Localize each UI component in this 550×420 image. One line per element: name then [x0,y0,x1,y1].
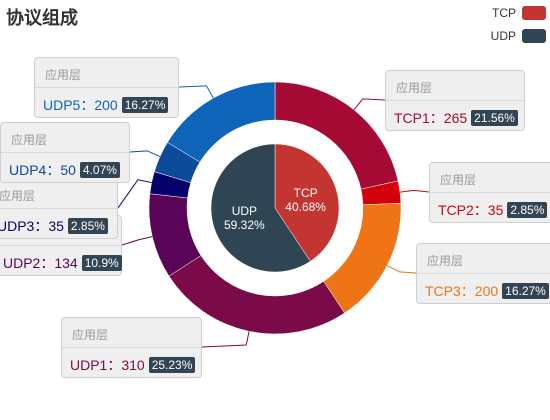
inner-slice-percent-tcp: 40.68% [285,200,326,214]
label-box-udp5: 应用层 UDP5：200 16.27% [34,57,179,118]
legend-item-udp[interactable]: UDP [491,29,546,43]
label-name-value: UDP4：50 [9,162,76,178]
label-divider [417,273,550,274]
label-divider [35,87,178,88]
label-name-value: UDP2：134 [3,255,78,271]
label-divider [1,152,129,153]
legend-item-tcp[interactable]: TCP [492,6,546,20]
label-row: UDP1：310 25.23% [70,355,196,375]
label-percent: 16.27% [502,283,549,299]
label-box-udp3: 应用层 UDP3：35 2.85% [0,178,118,239]
label-row: TCP2：35 2.85% [438,200,548,220]
label-percent: 2.85% [507,202,548,218]
label-box-udp4: 应用层 UDP4：50 4.07% [0,122,130,183]
label-divider [0,245,121,246]
outer-slice-udp5[interactable] [167,81,276,163]
label-line-udp1 [201,331,250,348]
label-box-tcp3: 应用层 TCP3：200 16.27% [416,243,550,304]
label-row: UDP3：35 2.85% [0,216,108,236]
label-name-value: TCP1：265 [394,110,468,126]
label-percent: 25.23% [148,357,196,373]
label-box-tcp1: 应用层 TCP1：265 21.56% [385,70,525,131]
inner-slice-label-tcp: TCP [294,186,318,200]
label-layer: 应用层 [396,81,433,95]
label-percent: 4.07% [79,162,120,178]
legend-label-udp: UDP [490,29,516,43]
label-divider [62,347,201,348]
inner-slice-label-udp: UDP [232,204,257,218]
legend-swatch-udp [522,29,546,43]
label-percent: 16.27% [121,97,169,113]
label-line-udp3 [117,179,152,209]
label-percent: 10.9% [81,255,122,271]
label-line-tcp3 [386,265,417,274]
label-line-udp4 [129,150,161,158]
label-name-value: TCP3：200 [425,283,499,299]
label-line-tcp2 [399,189,430,193]
label-divider [430,192,550,193]
label-layer: 应用层 [72,328,109,342]
inner-slice-udp[interactable] [210,143,311,273]
label-box-tcp2: 应用层 TCP2：35 2.85% [429,162,550,223]
label-name-value: UDP3：35 [0,218,64,234]
label-name-value: TCP2：35 [438,202,504,218]
label-layer: 应用层 [440,173,477,187]
label-line-udp2 [121,236,153,246]
label-name-value: UDP1：310 [70,357,145,373]
label-percent: 2.85% [67,218,108,234]
inner-slice-percent-udp: 59.32% [224,218,265,232]
label-percent: 21.56% [471,110,518,126]
label-row: UDP5：200 16.27% [43,95,169,115]
label-line-udp5 [178,85,214,99]
label-layer: 应用层 [0,189,36,203]
label-layer: 应用层 [45,68,82,82]
label-row: UDP4：50 4.07% [9,160,120,180]
label-divider [0,208,117,209]
label-layer: 应用层 [11,133,48,147]
chart-title: 协议组成 [6,8,78,28]
label-layer: 应用层 [427,254,464,268]
label-row: TCP3：200 16.27% [425,281,549,301]
label-line-tcp1 [353,98,386,111]
legend-swatch-tcp [522,6,546,20]
label-row: UDP2：134 10.9% [3,253,122,273]
label-box-udp1: 应用层 UDP1：310 25.23% [61,317,202,378]
label-row: TCP1：265 21.56% [394,108,518,128]
label-divider [386,100,524,101]
legend-label-tcp: TCP [492,6,516,20]
label-name-value: UDP5：200 [43,97,118,113]
